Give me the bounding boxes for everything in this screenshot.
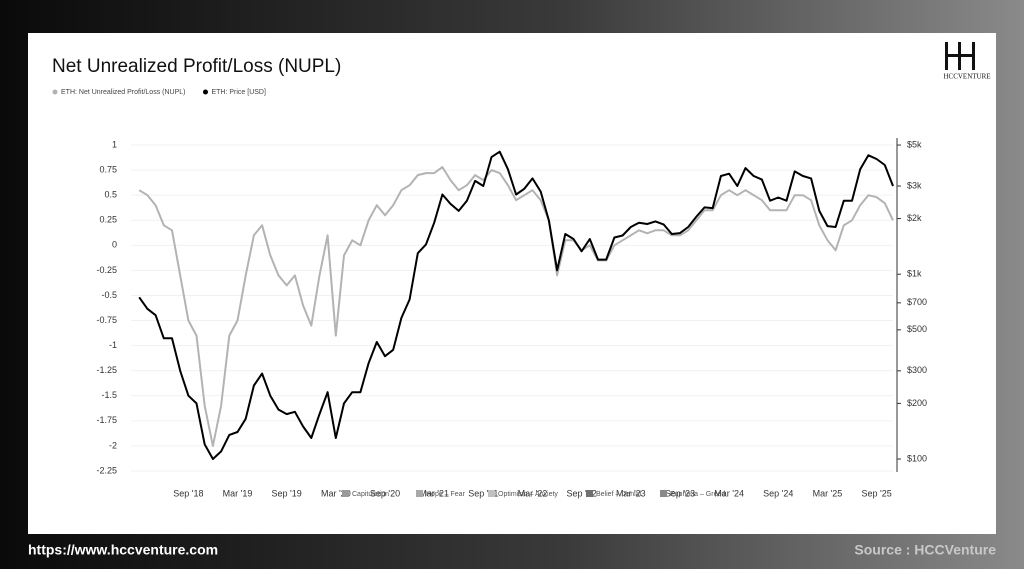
x-tick-label: Mar '20 (321, 488, 351, 498)
footer-url: https://www.hccventure.com (28, 542, 218, 558)
zone-marker (416, 490, 423, 497)
y-tick-label: 0.75 (99, 164, 117, 174)
series-line (138, 166, 894, 447)
y-tick-label: -1.25 (96, 365, 117, 375)
x-tick-label: Mar '23 (616, 488, 646, 498)
y-tick-label: -1.5 (101, 390, 117, 400)
legend-label: ETH: Net Unrealized Profit/Loss (NUPL) (61, 89, 185, 96)
x-tick-label: Mar '24 (714, 488, 744, 498)
x-tick-label: Sep '19 (272, 488, 302, 498)
y2-tick-label: $3k (907, 180, 922, 190)
x-tick-label: Sep '20 (370, 488, 400, 498)
logo-bar (945, 54, 975, 57)
y-tick-label: -0.5 (101, 290, 117, 300)
y-tick-label: -0.75 (96, 315, 117, 325)
zone-label: Hope – Fear (426, 491, 466, 498)
x-tick-label: Sep '23 (665, 488, 695, 498)
x-tick-label: Mar '19 (223, 488, 253, 498)
y-tick-label: 0 (112, 240, 117, 250)
zone-label: Optimism – Anxiety (498, 491, 558, 498)
footer-source: Source : HCCVenture (854, 542, 996, 558)
y-tick-label: -0.25 (96, 265, 117, 275)
zone-marker (586, 490, 593, 497)
y2-tick-label: $1k (907, 269, 922, 279)
y-tick-label: 0.5 (104, 190, 117, 200)
zone-marker (342, 490, 349, 497)
legend-marker (52, 89, 58, 95)
x-tick-label: Sep '24 (763, 488, 793, 498)
zone-marker (660, 490, 667, 497)
legend-marker (202, 89, 208, 95)
x-tick-label: Sep '25 (861, 488, 891, 498)
zone-marker (488, 490, 495, 497)
y2-tick-label: $100 (907, 453, 927, 463)
y2-tick-label: $200 (907, 398, 927, 408)
y-tick-label: 1 (112, 139, 117, 149)
x-tick-label: Sep '22 (567, 488, 597, 498)
logo: HCCVENTURE (943, 42, 991, 81)
x-tick-label: Sep '21 (468, 488, 498, 498)
zone-label: Euphoria – Greed (670, 491, 725, 498)
y-tick-label: -2.25 (96, 465, 117, 475)
y2-tick-label: $5k (907, 139, 922, 149)
zone-label: Capitulation (352, 491, 389, 498)
legend-label: ETH: Price [USD] (211, 89, 266, 96)
y-tick-label: -2 (109, 440, 117, 450)
y2-tick-label: $500 (907, 324, 927, 334)
y-tick-label: 0.25 (99, 215, 117, 225)
card (28, 33, 996, 534)
logo-text: HCCVENTURE (943, 73, 990, 81)
x-tick-label: Mar '25 (813, 488, 843, 498)
x-tick-label: Sep '18 (173, 488, 203, 498)
x-tick-label: Mar '22 (518, 488, 548, 498)
y-tick-label: -1.75 (96, 415, 117, 425)
chart-title: Net Unrealized Profit/Loss (NUPL) (52, 56, 341, 77)
y-tick-label: -1 (109, 340, 117, 350)
x-tick-label: Mar '21 (419, 488, 449, 498)
series-line (138, 150, 894, 460)
zone-label: Belief – Denial (596, 491, 642, 498)
y2-tick-label: $700 (907, 297, 927, 307)
y2-tick-label: $300 (907, 365, 927, 375)
y2-tick-label: $2k (907, 213, 922, 223)
